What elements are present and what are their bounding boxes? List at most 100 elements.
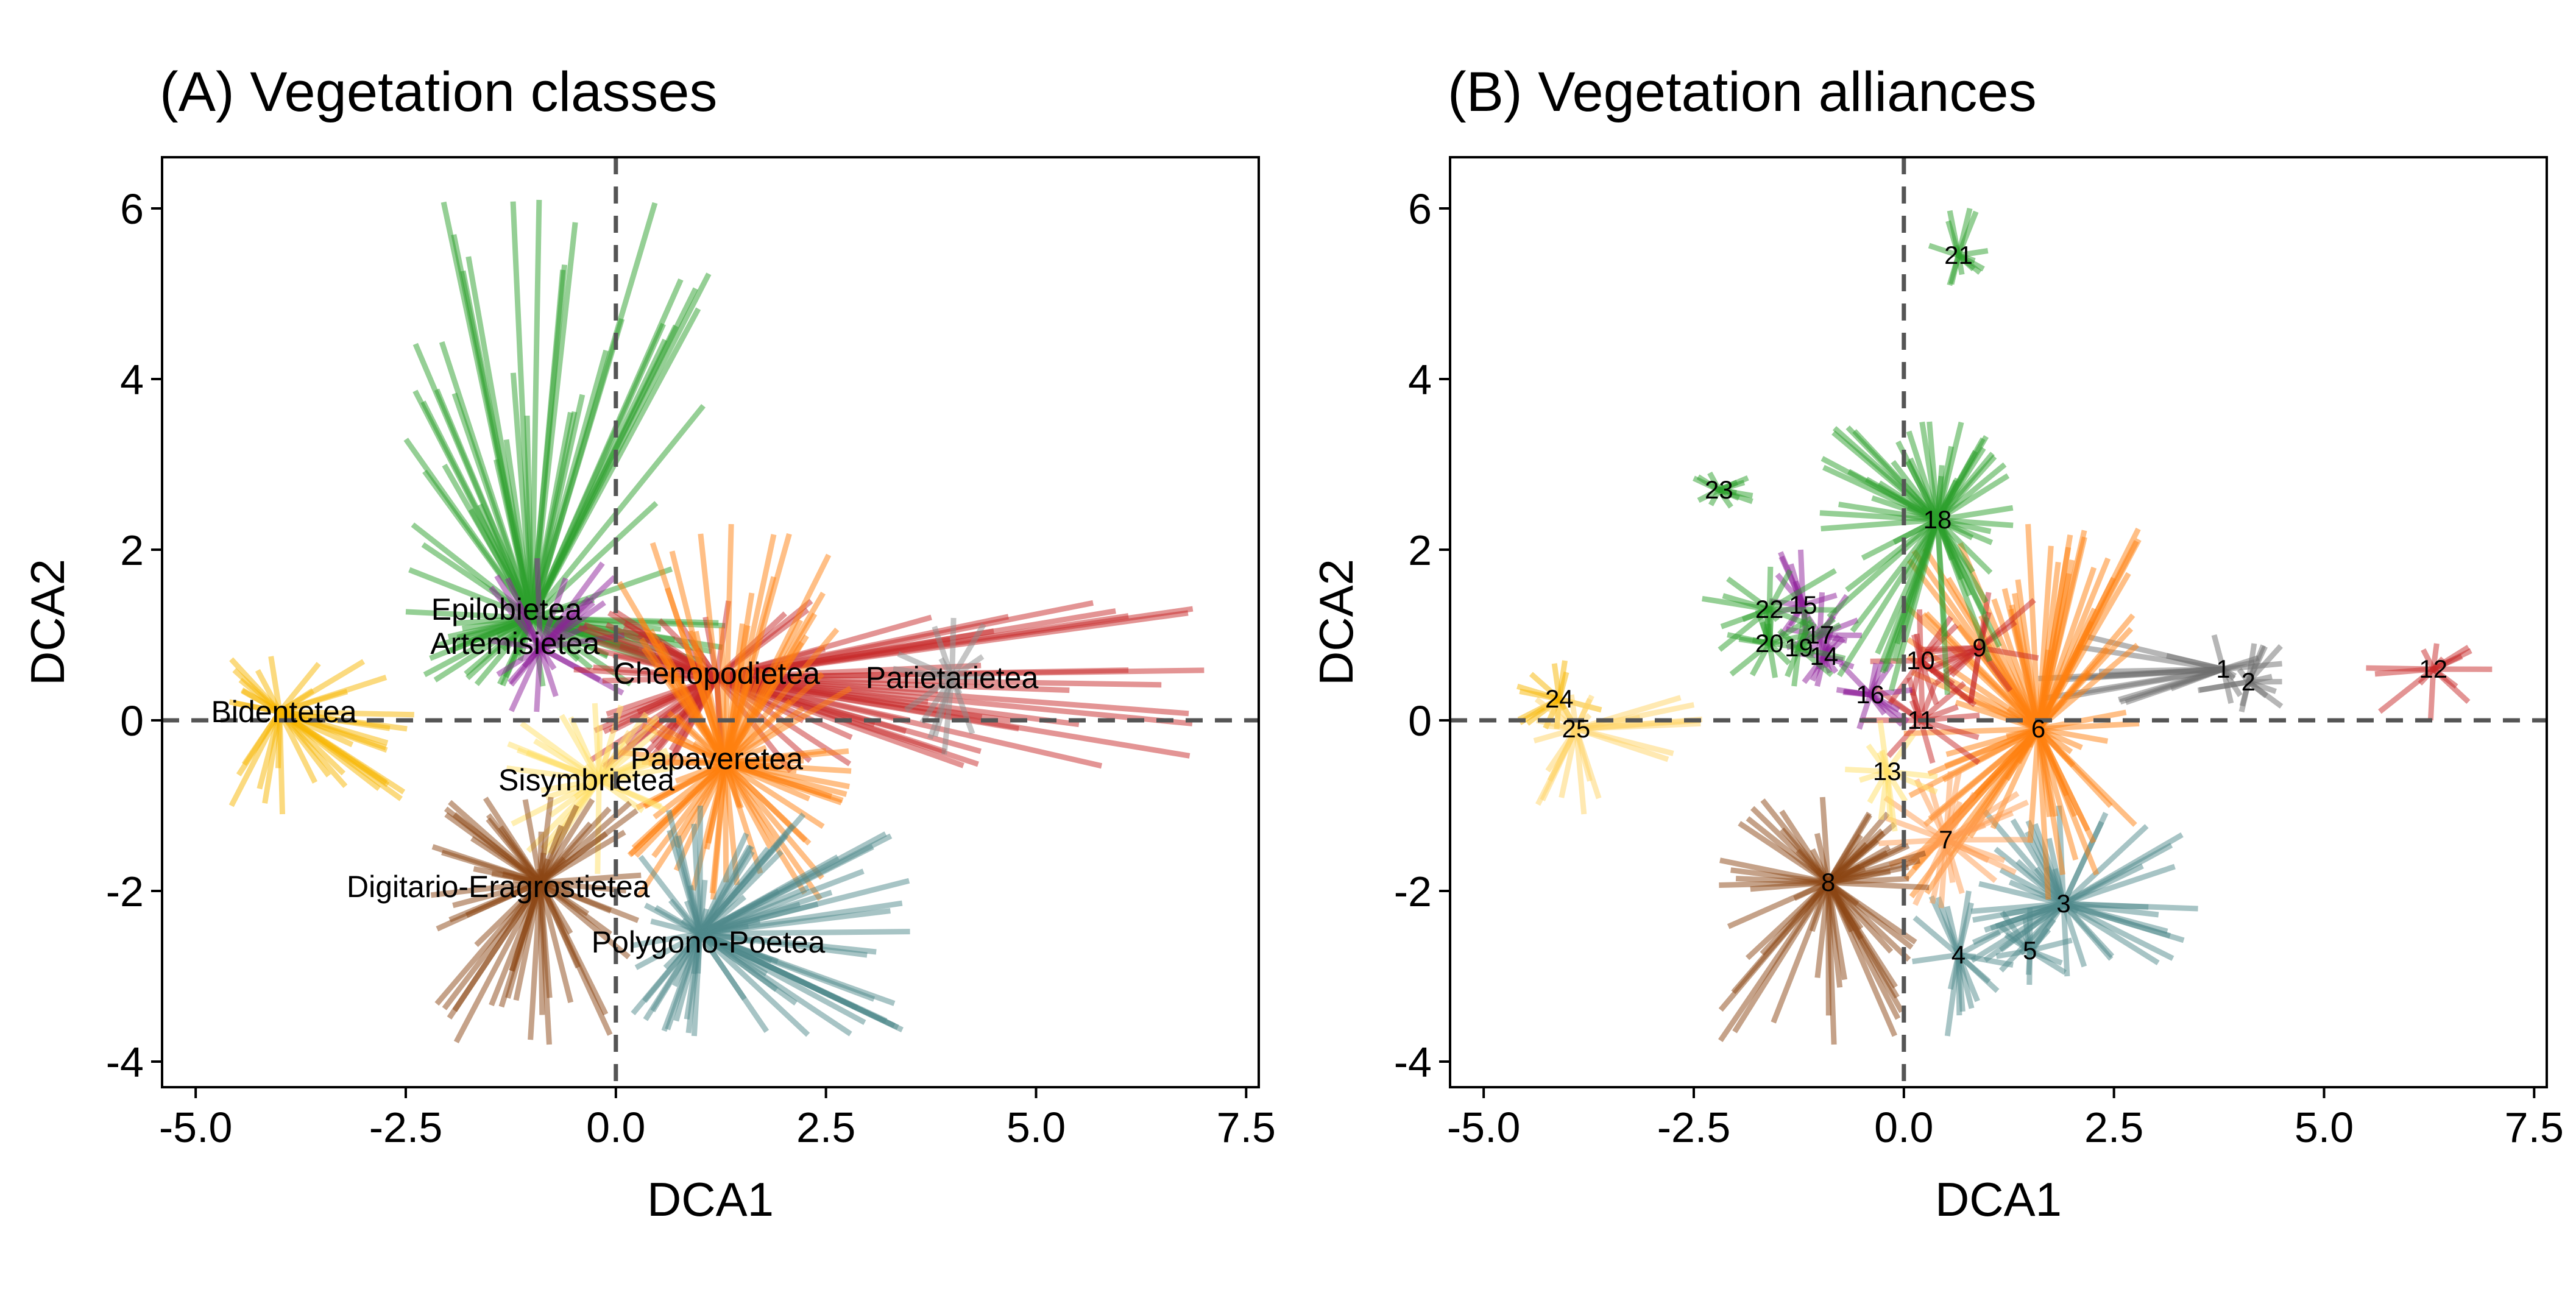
spoke-13 [1858, 768, 1888, 783]
spoke-sisymbrietea [545, 777, 600, 801]
alliance-label-6: 6 [2031, 714, 2045, 743]
spoke-bidentetea [257, 711, 283, 790]
spoke-25 [1534, 697, 1578, 731]
spoke-9 [1979, 645, 2039, 661]
spoke-23 [1696, 474, 1721, 492]
spoke-bidentetea [277, 662, 321, 714]
spoke-13 [1886, 768, 1938, 795]
spoke-7 [1943, 792, 1977, 842]
alliance-label-16: 16 [1856, 680, 1884, 709]
spoke-12 [2374, 666, 2434, 677]
spoke-7 [1927, 783, 1949, 841]
spoke-6 [2025, 523, 2042, 729]
spoke-3 [2061, 824, 2149, 906]
spoke-polygono-poetea [688, 931, 702, 944]
spoke-7 [1913, 839, 1948, 906]
spoke-5 [2000, 910, 2033, 953]
spoke-13 [1884, 771, 1894, 821]
spoke-22 [1762, 609, 1772, 638]
spoke-11 [1919, 681, 1967, 723]
spoke-13 [1879, 750, 1890, 773]
spoke-artemisietea [489, 585, 543, 650]
spoke-bidentetea [278, 675, 387, 715]
spoke-6 [2006, 706, 2040, 731]
spoke-polygono-poetea [698, 931, 810, 1037]
spoke-10 [1920, 647, 1980, 664]
x-tick-label: 7.5 [2505, 1104, 2564, 1151]
spoke-18 [1934, 475, 1944, 520]
spoke-polygono-poetea [697, 879, 708, 934]
spoke-9 [1968, 647, 1983, 703]
x-tick-label: 0.0 [1874, 1104, 1933, 1151]
spoke-6 [2037, 709, 2127, 732]
alliance-label-3: 3 [2056, 889, 2070, 918]
spoke-digitario-eragrostietea [442, 881, 543, 1010]
spoke-papaveretea [724, 748, 849, 766]
x-tick-label: -5.0 [159, 1104, 233, 1151]
spoke-8 [1809, 881, 1831, 932]
spoke-8 [1793, 879, 1830, 901]
alliance-label-18: 18 [1923, 505, 1952, 534]
spoke-25 [1575, 695, 1682, 732]
spoke-digitario-eragrostietea [538, 806, 612, 885]
class-label-polygono-poetea: Polygono-Poetea [592, 925, 826, 959]
spoke-22 [1726, 576, 1771, 612]
spoke-18 [1827, 517, 1939, 619]
spoke-parietarietea [932, 625, 955, 679]
spoke-epilobietea [460, 270, 535, 619]
y-tick-label: 4 [120, 356, 144, 403]
spoke-artemisietea [534, 647, 543, 712]
spoke-papaveretea [718, 627, 728, 764]
spoke-3 [2061, 901, 2115, 959]
spoke-16 [1869, 692, 1910, 724]
x-tick-label: 0.0 [586, 1104, 645, 1151]
spoke-artemisietea [508, 646, 543, 685]
spoke-digitario-eragrostietea [539, 879, 640, 923]
spoke-7 [1945, 810, 2014, 843]
spoke-papaveretea [724, 760, 843, 806]
x-tick-label: -2.5 [369, 1104, 443, 1151]
y-tick-label: -4 [1394, 1038, 1432, 1086]
alliance-label-10: 10 [1906, 646, 1935, 675]
spoke-24 [1559, 696, 1602, 713]
spoke-25 [1545, 723, 1577, 732]
spoke-3 [2062, 901, 2174, 961]
x-tick-label: -2.5 [1657, 1104, 1731, 1151]
x-tick-label: 2.5 [796, 1104, 855, 1151]
spoke-18 [1850, 518, 1940, 633]
spoke-22 [1722, 593, 1771, 612]
x-tick-label: 5.0 [2295, 1104, 2354, 1151]
spoke-polygono-poetea [699, 931, 868, 958]
spoke-19 [1797, 617, 1836, 650]
x-tick-label: 5.0 [1007, 1104, 1066, 1151]
spoke-digitario-eragrostietea [483, 797, 543, 884]
spoke-6 [2027, 728, 2042, 843]
class-label-sisymbrietea: Sisymbrietea [498, 763, 674, 797]
panel-b-spokes [1516, 207, 2493, 1045]
spoke-1 [2119, 666, 2224, 705]
spoke-epilobietea [529, 501, 659, 620]
spoke-22 [1720, 606, 1771, 630]
spoke-12 [2432, 645, 2470, 672]
alliance-label-1: 1 [2216, 655, 2230, 683]
spoke-papaveretea [674, 713, 727, 765]
spoke-papaveretea [651, 761, 727, 859]
spoke-18 [1861, 517, 1939, 561]
spoke-papaveretea [722, 762, 742, 808]
spoke-7 [1944, 837, 1990, 864]
spoke-23 [1697, 487, 1721, 503]
panel-a-title: (A) Vegetation classes [160, 61, 717, 123]
spoke-11 [1920, 717, 1980, 740]
spoke-polygono-poetea [632, 931, 701, 948]
spoke-2 [2246, 679, 2284, 709]
y-tick-label: 4 [1408, 356, 1432, 403]
spoke-12 [2432, 667, 2458, 689]
spoke-19 [1785, 647, 1802, 678]
panel-b-y-axis-title: DCA2 [1309, 559, 1363, 686]
spoke-6 [2016, 727, 2041, 764]
spoke-papaveretea [698, 533, 728, 764]
panel-b-group-labels: 1 234 567891011121314151617181920212223242… [1545, 241, 2447, 969]
spoke-polygono-poetea [699, 929, 910, 937]
spoke-3 [2061, 903, 2087, 968]
